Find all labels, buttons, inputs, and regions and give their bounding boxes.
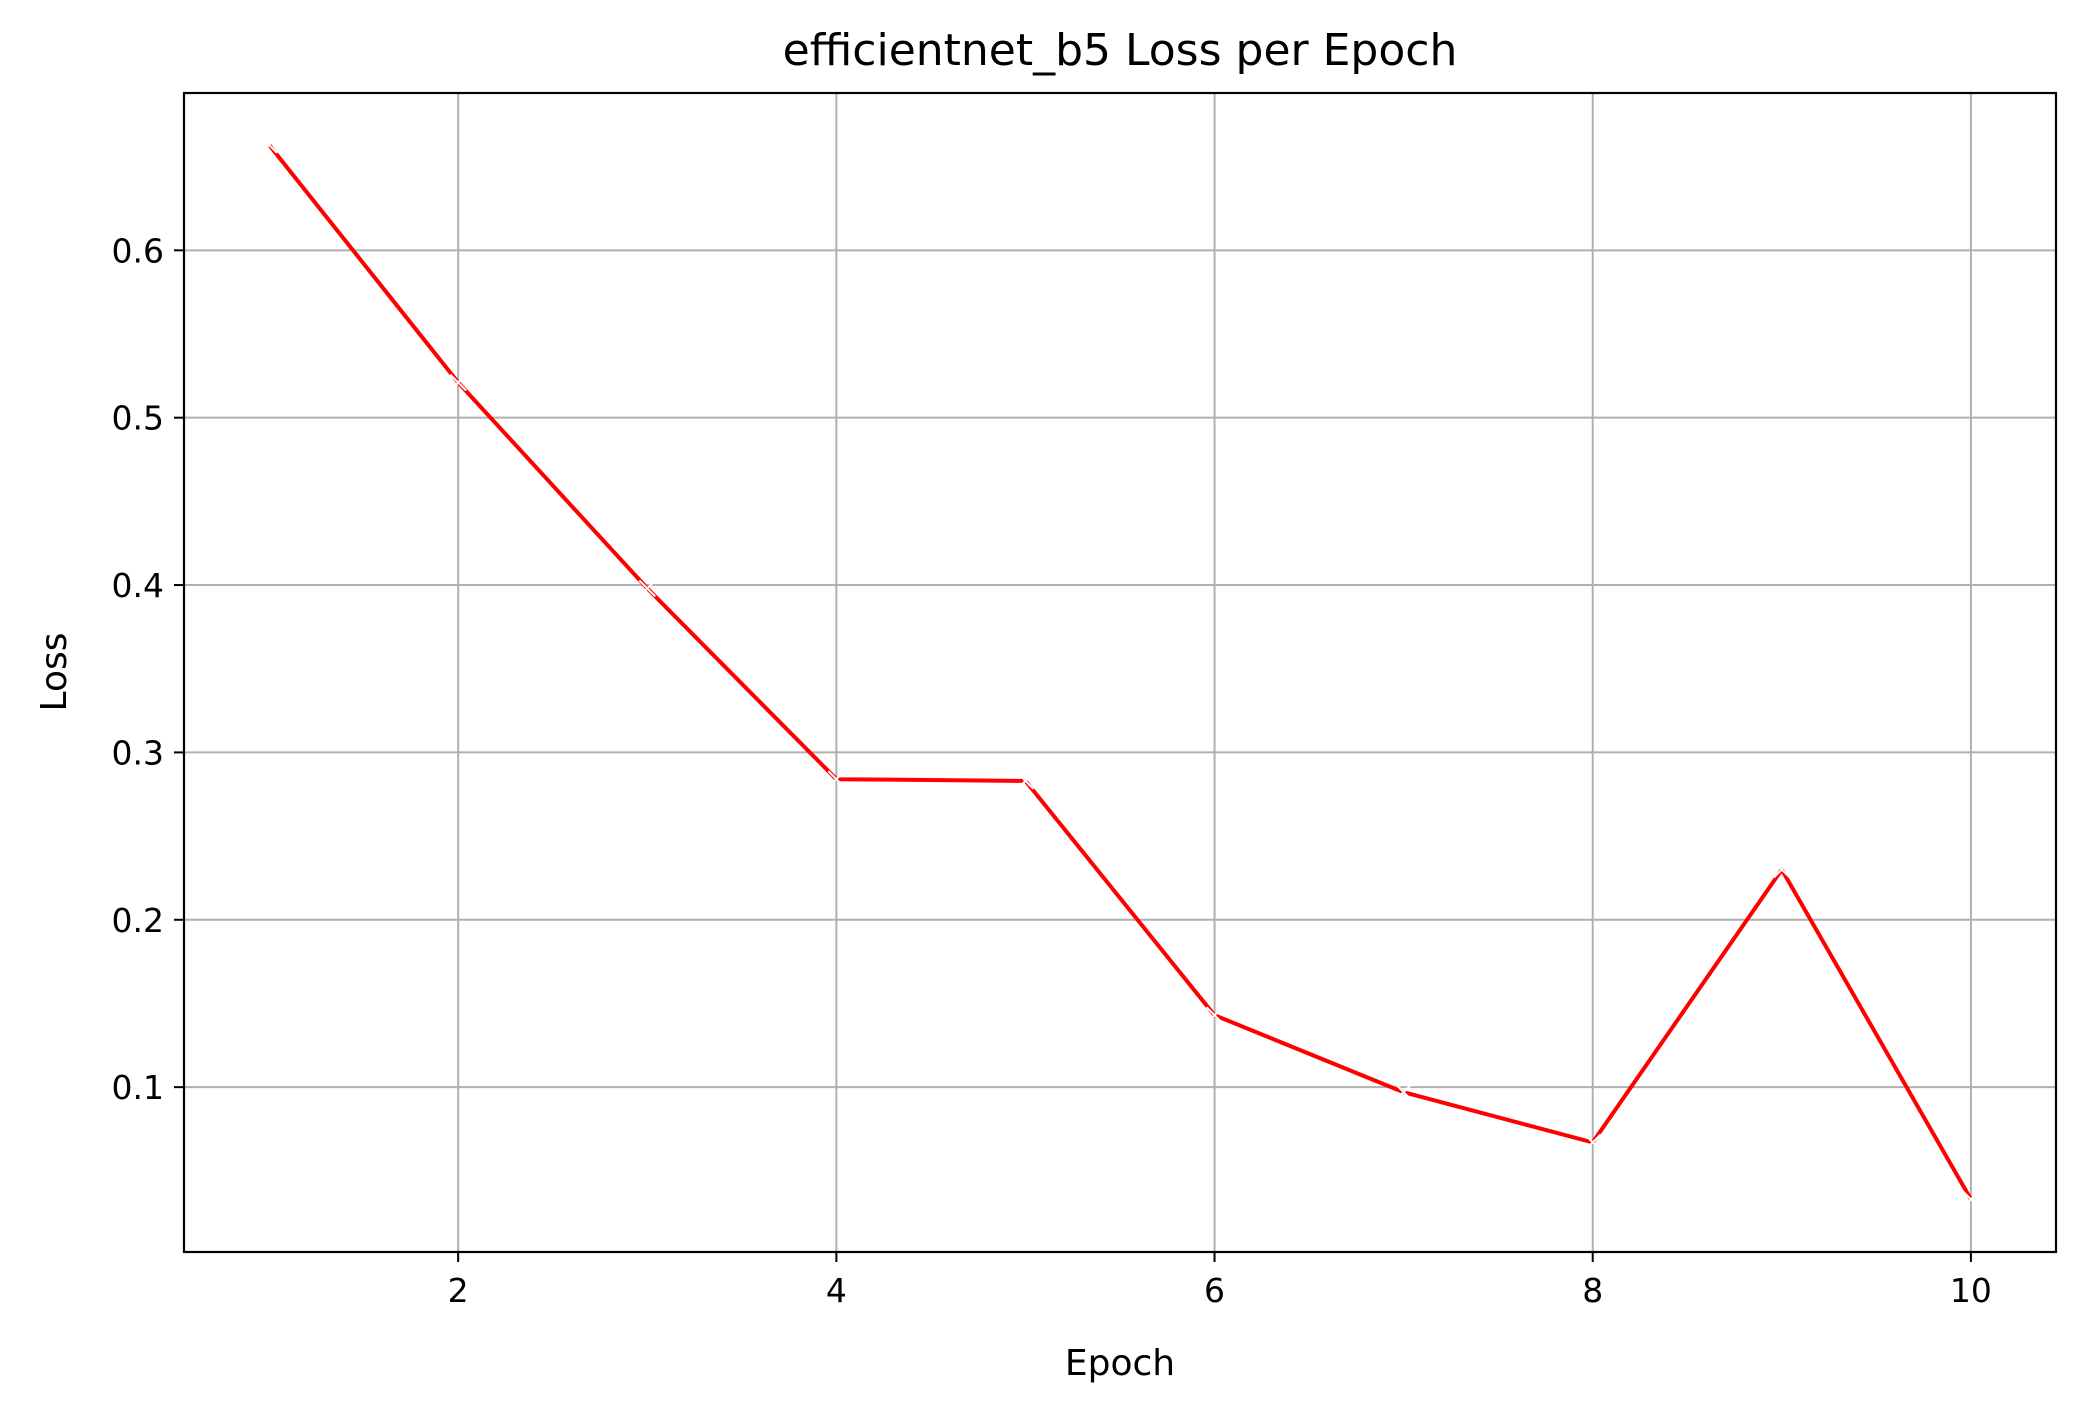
- data-point-marker: [449, 373, 467, 392]
- x-tick-label: 10: [1950, 1271, 1992, 1310]
- y-tick-label: 0.5: [112, 399, 164, 438]
- plot-frame: [182, 91, 2058, 1254]
- x-tick-label: 8: [1582, 1271, 1603, 1310]
- data-point-marker: [1962, 1190, 1980, 1208]
- x-tick-label: 4: [826, 1271, 847, 1310]
- y-axis-label: Loss: [34, 633, 75, 712]
- grid-lines: [184, 93, 2056, 1252]
- data-point-marker: [1016, 772, 1035, 790]
- data-series: [260, 136, 1980, 1208]
- data-point-marker: [638, 579, 656, 598]
- data-point-marker: [1773, 860, 1791, 879]
- chart-title: efficientnet_b5 Loss per Epoch: [783, 25, 1458, 76]
- x-axis-label: Epoch: [1065, 1343, 1175, 1384]
- y-tick-label: 0.2: [112, 901, 164, 940]
- x-tick-label: 6: [1204, 1271, 1225, 1310]
- y-tick-label: 0.4: [112, 566, 164, 605]
- data-point-marker: [1205, 1006, 1224, 1024]
- data-point-marker: [1584, 1133, 1602, 1152]
- x-tick-label: 2: [448, 1271, 469, 1310]
- plot-area: [184, 93, 2056, 1252]
- data-point-marker: [1394, 1083, 1413, 1101]
- data-point-marker: [827, 770, 846, 788]
- y-tick-label: 0.1: [112, 1068, 164, 1107]
- data-point-marker: [260, 136, 278, 154]
- y-tick-label: 0.3: [112, 733, 164, 772]
- y-tick-label: 0.6: [112, 231, 164, 270]
- loss-line: [267, 143, 1973, 1201]
- axis-ticks: 2 4 6 8 10 0.1 0.2 0.3 0.4 0.5 0.6: [112, 231, 1992, 1310]
